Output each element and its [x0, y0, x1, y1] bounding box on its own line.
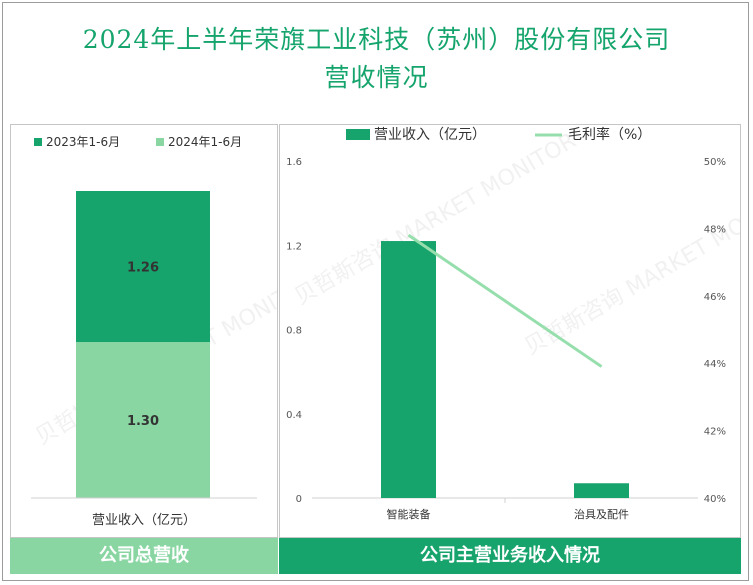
stacked-bar-2024 — [76, 342, 210, 498]
page-subtitle: 营收情况 — [324, 63, 429, 92]
main-business-panel: 贝哲斯咨询 MARKET MONITOR 贝哲斯咨询 MARKET MONITO… — [279, 124, 753, 538]
total-revenue-panel: 贝哲斯咨询 MARKET MONITOR 2023年1-6月 2024年1-6月… — [10, 124, 321, 538]
legend-swatch-2023 — [34, 138, 42, 146]
page-title: 2024年上半年荣旗工业科技（苏州）股份有限公司 — [82, 25, 671, 54]
right-bars — [381, 241, 629, 498]
legend-label-2024: 2024年1-6月 — [168, 135, 242, 149]
legend-left: 2023年1-6月 2024年1-6月 — [34, 135, 242, 149]
right-axes: 0 0.4 0.8 1.2 1.6 40% 42% 44% 46% 48% 50% 智能装备 治具及配件 — [286, 157, 726, 521]
margin-line — [407, 233, 603, 368]
y-left-tick: 0.4 — [286, 410, 302, 421]
legend-label-2023: 2023年1-6月 — [46, 135, 120, 149]
left-category-label: 营业收入（亿元） — [92, 513, 196, 528]
right-line — [407, 233, 603, 368]
y-left-tick: 0.8 — [286, 326, 302, 337]
y-right-tick: 44% — [704, 359, 726, 370]
y-right-tick: 50% — [704, 157, 726, 168]
legend-label-margin: 毛利率（%） — [568, 126, 651, 143]
legend-swatch-2024 — [156, 138, 164, 146]
wm-right-group: 贝哲斯咨询 MARKET MONITOR 贝哲斯咨询 MARKET MONITO… — [291, 128, 753, 360]
left-bars: 1.30 1.26 — [76, 191, 210, 498]
y-right-tick: 46% — [704, 292, 726, 303]
y-left-tick: 1.2 — [286, 241, 302, 252]
y-right-tick: 40% — [704, 494, 726, 505]
y-left-tick: 0 — [296, 494, 302, 505]
legend-swatch-revenue — [346, 129, 370, 140]
stacked-bar-2023 — [76, 191, 210, 343]
bar-0 — [381, 241, 436, 498]
y-left-tick: 1.6 — [286, 157, 302, 168]
footer-total-revenue: 公司总营收 — [10, 538, 278, 574]
data-label-2024: 1.30 — [127, 414, 159, 429]
footer-main-business: 公司主营业务收入情况 — [279, 538, 741, 574]
x-tick-label: 智能装备 — [387, 507, 431, 521]
total-revenue-chart: 贝哲斯咨询 MARKET MONITOR 2023年1-6月 2024年1-6月… — [31, 135, 321, 528]
main-business-chart: 贝哲斯咨询 MARKET MONITOR 贝哲斯咨询 MARKET MONITO… — [286, 126, 753, 521]
legend-right: 营业收入（亿元） 毛利率（%） — [346, 126, 651, 143]
y-right-tick: 48% — [704, 224, 726, 235]
y-right-tick: 42% — [704, 427, 726, 438]
legend-label-revenue: 营业收入（亿元） — [374, 127, 486, 143]
bar-1 — [574, 483, 629, 498]
x-tick-label: 治具及配件 — [574, 507, 629, 521]
data-label-2023: 1.26 — [127, 261, 159, 276]
